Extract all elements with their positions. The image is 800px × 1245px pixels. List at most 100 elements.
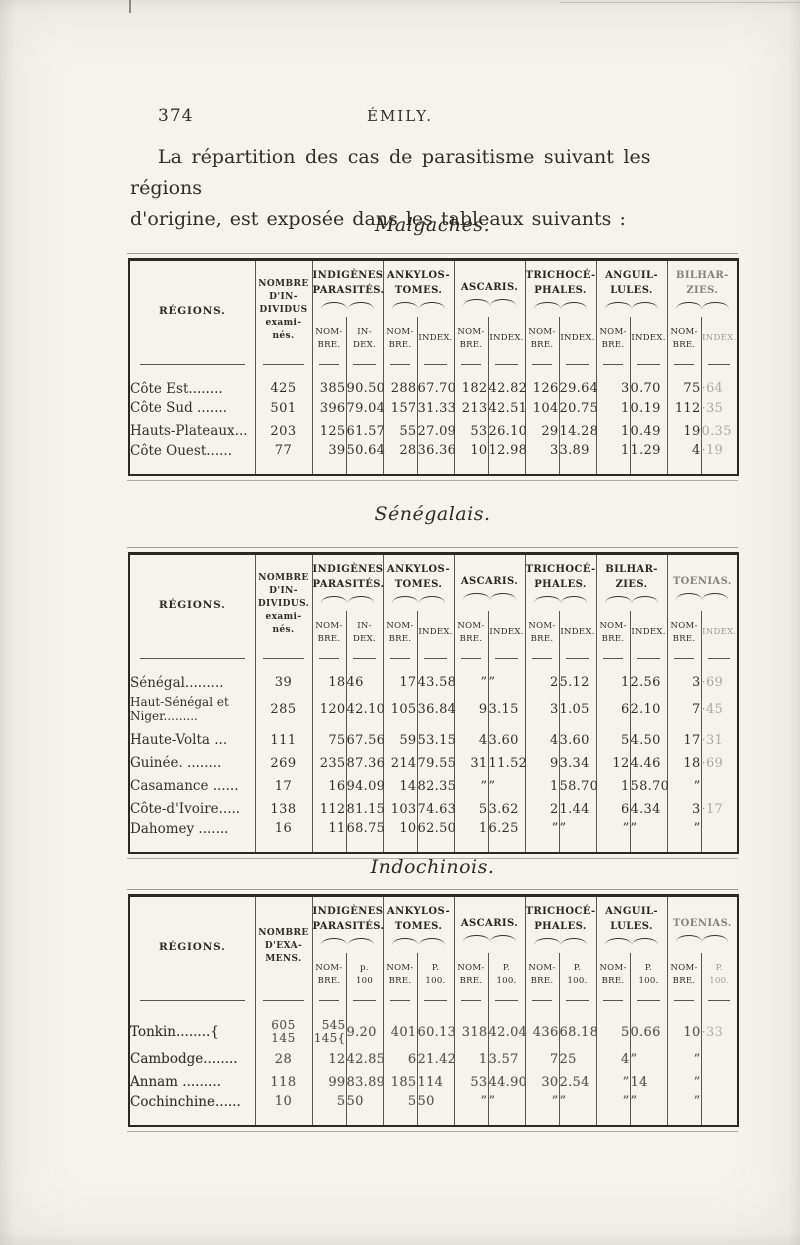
examined-count: 10 — [254, 1093, 312, 1126]
header-line: NOM- — [386, 963, 414, 974]
header-line: PARASITÉS. — [312, 579, 385, 591]
value-cell: 1 — [595, 774, 631, 798]
header-line: NOM- — [457, 621, 485, 632]
parasitism-table: RÉGIONS. NOMBRE D'EXA- MENS. INDIGÈNES PARASI… — [128, 894, 740, 1127]
value-cell: 3.15 — [487, 690, 526, 729]
group-title: BILHAR- ZIES. — [597, 562, 667, 592]
brace-rule — [318, 301, 378, 309]
header-line: INDEX. — [489, 627, 524, 638]
table-row: Haute-Volta ... 111 75 67.56 59 53.15 4 3.60 4 3.… — [129, 728, 739, 752]
header-line: NOM- — [599, 621, 627, 632]
parasitism-table: RÉGIONS. NOMBRE D'IN- DIVIDUS. exami-nés. IND… — [128, 552, 740, 854]
group-title: ASCARIS. — [455, 907, 525, 931]
value-cell: ” — [487, 774, 526, 798]
table-holder-malgaches: RÉGIONS. NOMBRE D'IN- DIVIDUS exami-nés. INDI… — [127, 253, 740, 480]
examined-column-header: NOMBRE D'EXA- MENS. — [254, 895, 312, 997]
group-title: BILHAR- ZIES. — [668, 268, 738, 298]
group-title: ANGUIL- LULES. — [597, 904, 667, 934]
region-label: Guinée. ........ — [130, 755, 222, 771]
table-holder-senegalais: RÉGIONS. NOMBRE D'IN- DIVIDUS. exami-nés. IND… — [127, 547, 740, 858]
value-cell: 46 — [345, 667, 383, 691]
value-cell: ·19 — [700, 442, 739, 475]
brace-rule — [673, 934, 733, 942]
header-line: ZIES. — [615, 579, 648, 591]
region-label: Annam ......... — [130, 1074, 221, 1090]
regions-header-label: RÉGIONS. — [158, 598, 226, 611]
region-label: Côte Sud ....... — [130, 400, 228, 416]
parasite-group-header: ASCARIS. — [453, 553, 526, 611]
dash-rule — [673, 363, 695, 365]
value-cell: 67.70 — [416, 373, 456, 397]
header-line: NOM- — [457, 963, 485, 974]
header-line: IN- — [357, 621, 372, 632]
dash-rule — [139, 363, 245, 365]
examined-count: 39 — [254, 667, 312, 691]
value-cell: 42.85 — [345, 1047, 385, 1071]
parasite-group-header: INDIGÈNES PARASITÉS. — [311, 895, 384, 953]
value-cell: 14.28 — [558, 419, 598, 443]
header-line: nés. — [272, 331, 295, 342]
sub-column-header: NOM- BRE. — [524, 316, 560, 361]
header-line: NOM- — [670, 621, 698, 632]
header-line: NOM- — [599, 963, 627, 974]
intro-line: d'origine, est exposée dans les tableaux… — [130, 208, 626, 230]
value-cell: 12.98 — [487, 442, 527, 475]
header-line: INDEX. — [560, 627, 595, 638]
value-cell: 1 — [595, 442, 631, 475]
header-line: INDEX. — [418, 627, 453, 638]
sub-column-header: NOM- BRE. — [382, 610, 417, 655]
parasite-group-header: BILHAR- ZIES. — [595, 553, 668, 611]
value-cell: ” — [558, 1093, 597, 1126]
value-cell: 2 — [524, 667, 560, 691]
value-cell: 4.46 — [629, 751, 668, 775]
value-cell: 50 — [416, 1093, 454, 1126]
header-line: MENS. — [265, 954, 302, 965]
value-cell: ” — [666, 774, 702, 798]
group-title: TRICHOCÉ- PHALES. — [526, 904, 596, 934]
value-cell: 214 — [382, 751, 417, 775]
header-line: ASCARIS. — [460, 282, 519, 294]
examined-count: 269 — [254, 751, 312, 775]
value-cell: 29 — [524, 419, 560, 443]
value-cell: 58.70 — [629, 774, 669, 798]
value-cell: ·64 — [700, 373, 739, 397]
value-cell: 42.82 — [487, 373, 527, 397]
dash-rule — [495, 999, 518, 1001]
region-label: Haut-Sénégal et Niger......... — [130, 695, 229, 723]
group-title: TRICHOCÉ- PHALES. — [526, 562, 596, 592]
table-row: Dahomey ....... 16 11 68.75 10 62.50 1 6.25””””… — [129, 820, 739, 853]
header-line: BRE. — [388, 975, 412, 986]
value-cell: 58.70 — [558, 774, 598, 798]
header-line: INDEX. — [702, 627, 737, 638]
parasite-group-header: INDIGÈNES PARASITÉS. — [311, 553, 385, 611]
value-cell: 53.15 — [416, 728, 456, 752]
dash-rule — [602, 363, 624, 365]
value-cell: 36.84 — [416, 690, 456, 729]
value-cell: 1 — [595, 667, 631, 691]
region-label: Sénégal......... — [130, 674, 224, 691]
value-cell: 11 — [311, 820, 346, 853]
parasite-group-header: ASCARIS. — [453, 895, 526, 953]
value-cell: 9 — [453, 690, 488, 729]
value-cell: ” — [524, 1093, 560, 1126]
header-line: INDEX. — [631, 333, 666, 344]
parasite-group-header: TOENIAS. — [666, 895, 739, 953]
region-label: Dahomey ....... — [130, 820, 229, 837]
running-head: ÉMILY. — [367, 107, 433, 125]
value-cell: ” — [453, 1093, 488, 1126]
parasite-group-header: TRICHOCÉ- PHALES. — [524, 895, 597, 953]
header-line: BRE. — [530, 339, 554, 350]
table-caption-senegalais: Sénégalais. — [374, 503, 491, 525]
value-cell: 3.62 — [487, 797, 526, 821]
value-cell: 99 — [311, 1070, 346, 1094]
brace-rule — [531, 301, 591, 309]
table-row: Tonkin........{605 145 545 145{9.20 401 60.… — [129, 1009, 739, 1048]
header-line: BRE. — [388, 633, 412, 644]
sub-column-header: INDEX. — [558, 610, 597, 655]
dash-rule — [353, 363, 376, 365]
sub-column-header: IN- DEX. — [345, 610, 383, 655]
group-title: TRICHOCÉ- PHALES. — [526, 268, 596, 298]
group-title: ANKYLOS- TOMES. — [384, 562, 454, 592]
value-cell: 0.35 — [700, 419, 739, 443]
